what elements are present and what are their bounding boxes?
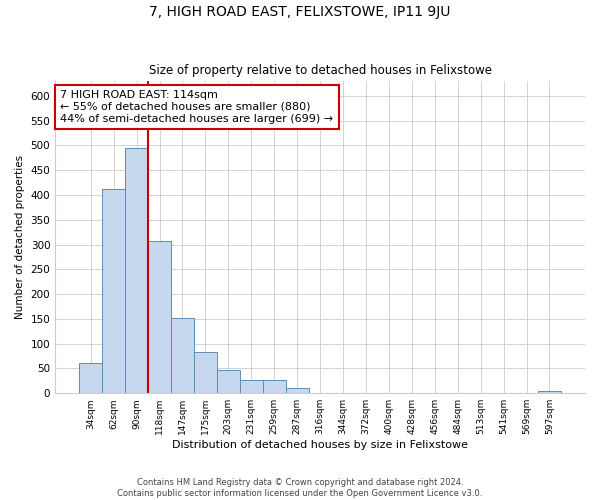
Text: 7 HIGH ROAD EAST: 114sqm
← 55% of detached houses are smaller (880)
44% of semi-: 7 HIGH ROAD EAST: 114sqm ← 55% of detach… — [61, 90, 334, 124]
Bar — [286, 388, 308, 393]
Bar — [194, 352, 217, 393]
Text: Contains HM Land Registry data © Crown copyright and database right 2024.
Contai: Contains HM Land Registry data © Crown c… — [118, 478, 482, 498]
Text: 7, HIGH ROAD EAST, FELIXSTOWE, IP11 9JU: 7, HIGH ROAD EAST, FELIXSTOWE, IP11 9JU — [149, 5, 451, 19]
Title: Size of property relative to detached houses in Felixstowe: Size of property relative to detached ho… — [149, 64, 491, 77]
Bar — [79, 364, 102, 393]
Y-axis label: Number of detached properties: Number of detached properties — [15, 155, 25, 319]
Bar — [125, 148, 148, 393]
Bar — [171, 318, 194, 393]
Bar — [102, 189, 125, 393]
Bar — [148, 240, 171, 393]
Bar — [263, 380, 286, 393]
Bar — [240, 380, 263, 393]
Bar — [217, 370, 240, 393]
X-axis label: Distribution of detached houses by size in Felixstowe: Distribution of detached houses by size … — [172, 440, 468, 450]
Bar — [538, 390, 561, 393]
